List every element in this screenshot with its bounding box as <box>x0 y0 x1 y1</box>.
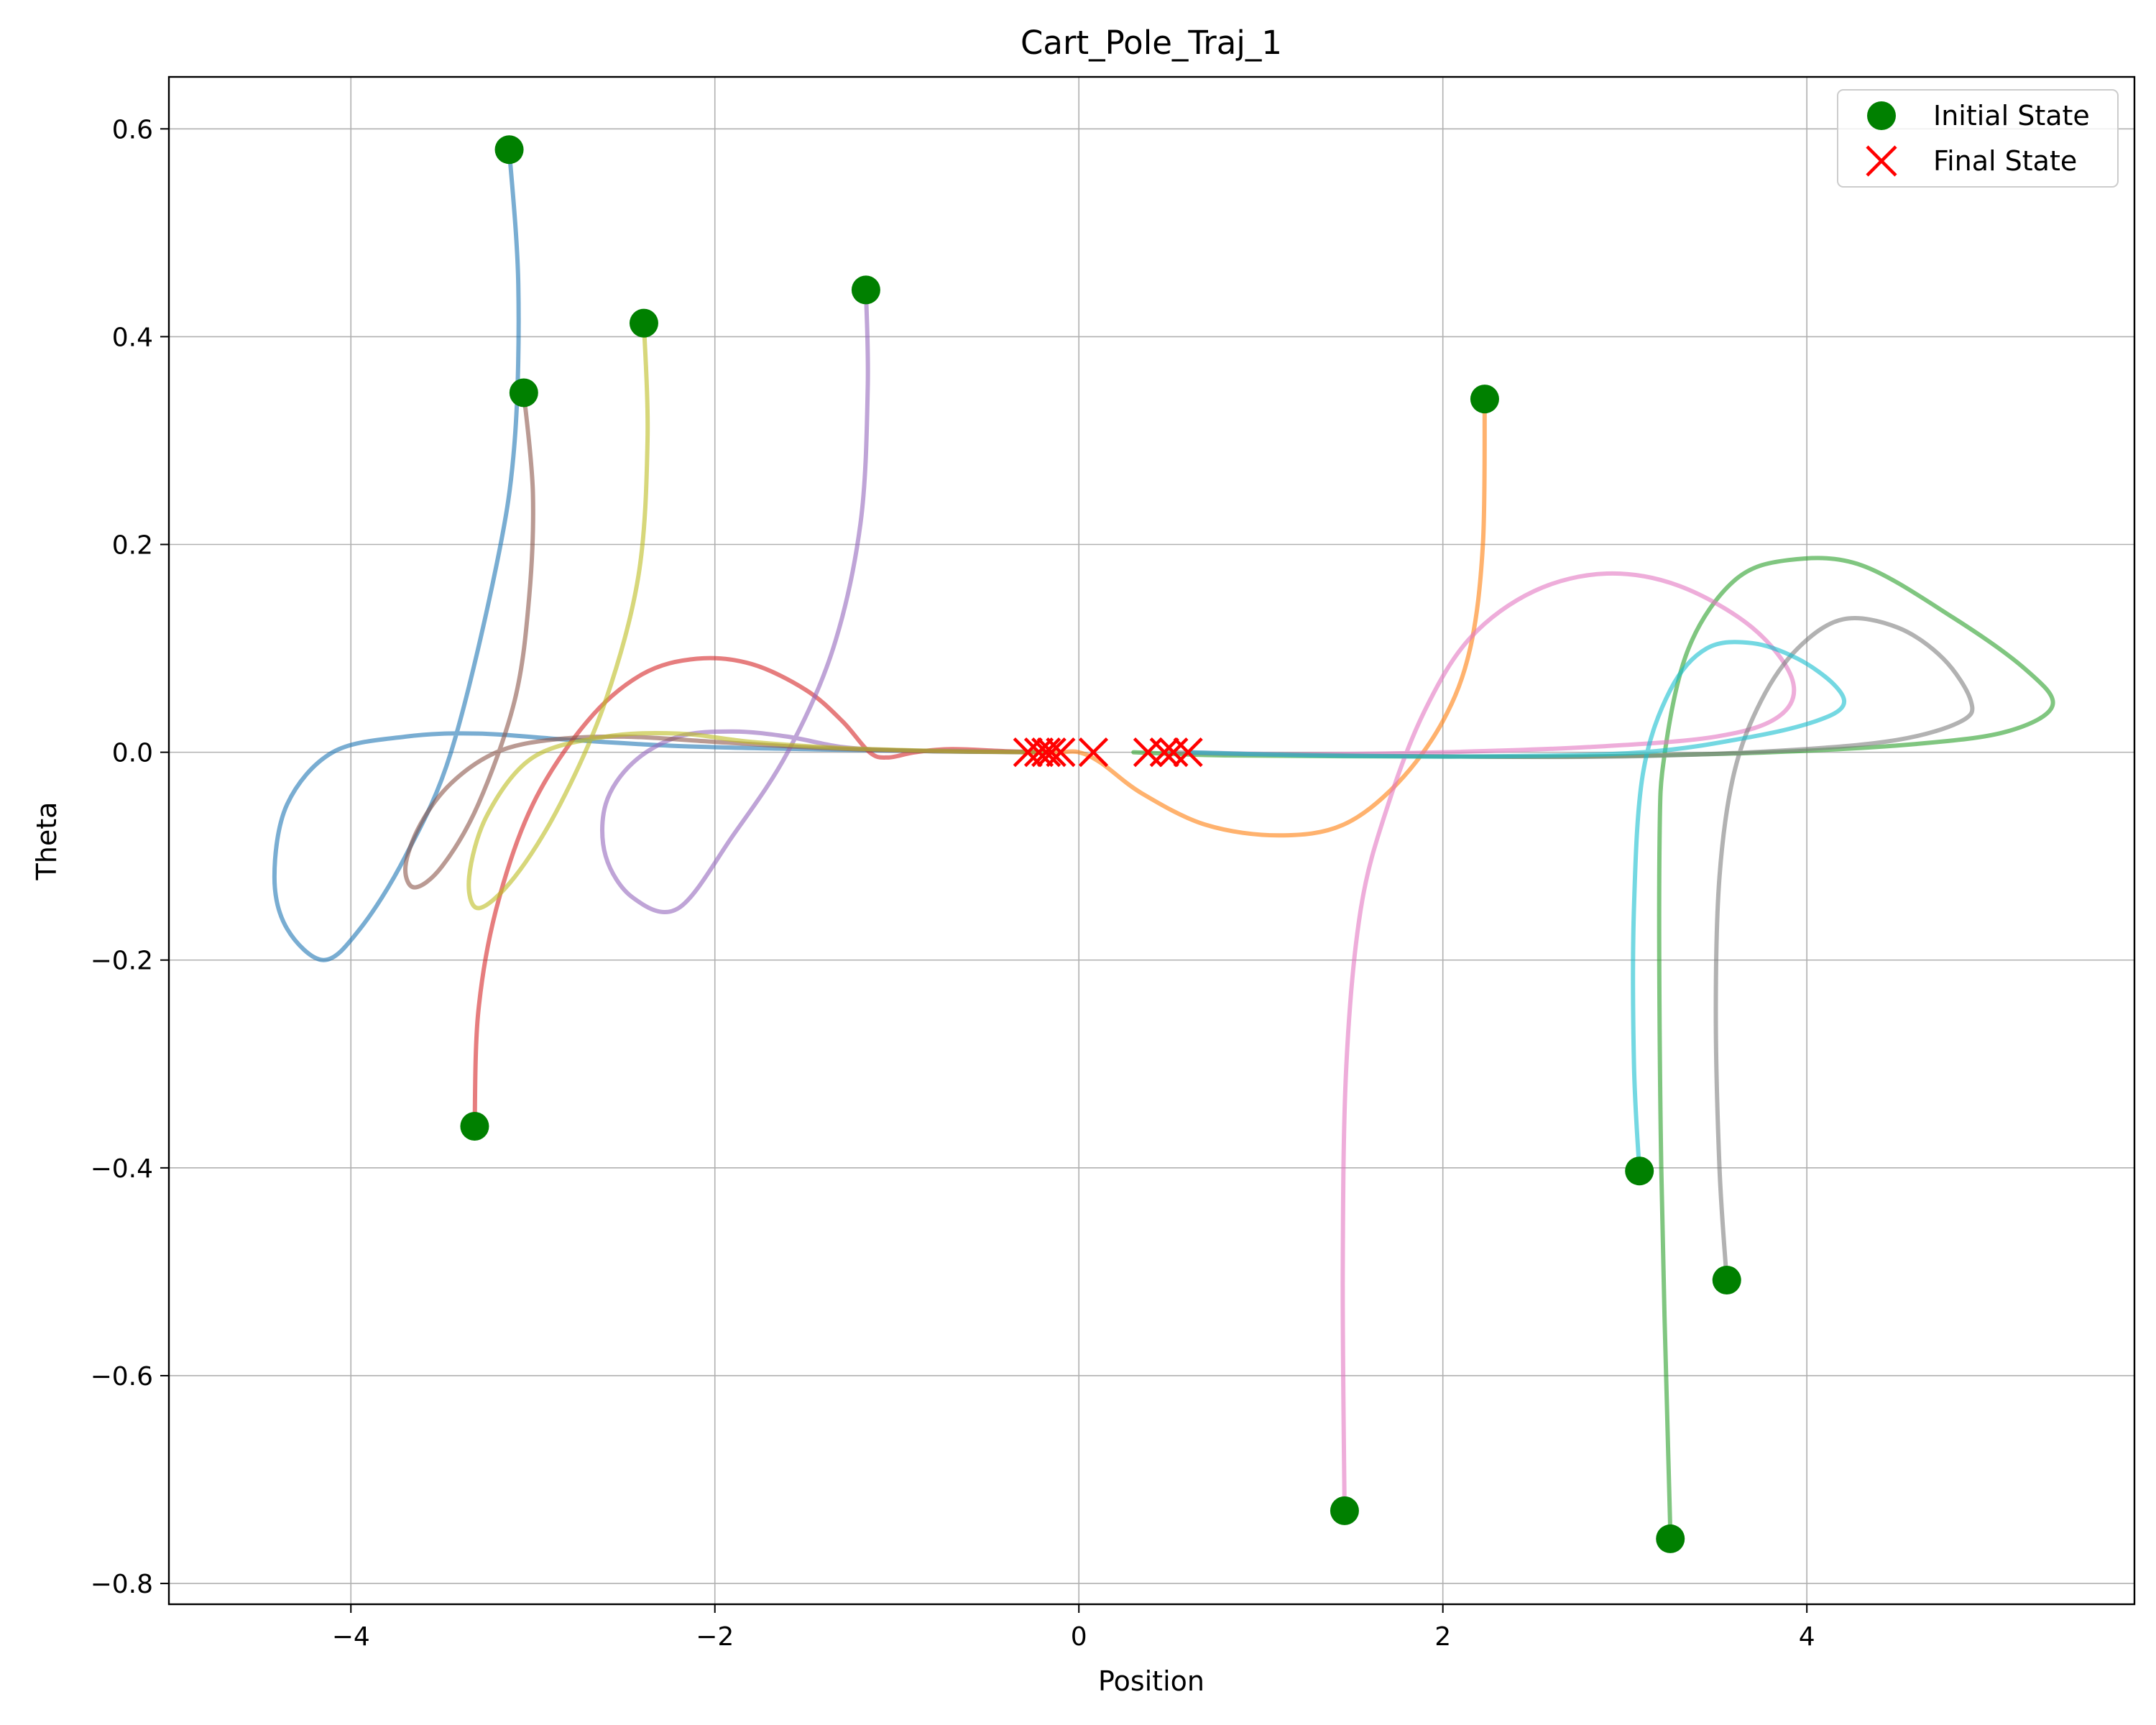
y-tick-label: −0.6 <box>91 1362 153 1392</box>
trajectory-line-10 <box>1186 640 1847 1174</box>
trajectory-line-7 <box>1186 571 1797 1513</box>
x-tick-label: −2 <box>696 1622 734 1652</box>
initial-state-point <box>629 308 658 338</box>
y-axis-label: Theta <box>31 802 63 881</box>
y-tick-label: 0.4 <box>112 323 153 352</box>
final-state-point <box>1173 737 1203 768</box>
final-state-point <box>1078 737 1109 768</box>
axis-ticks: −4 −2 0 2 4 −0.8 −0.6 −0.4 −0.2 0.0 0.2 0.4 0.6 <box>91 115 1815 1652</box>
trajectory-line-1 <box>272 147 1045 962</box>
initial-state-point <box>1656 1524 1685 1553</box>
trajectory-lines <box>272 147 2055 1534</box>
y-tick-label: 0.2 <box>112 531 153 561</box>
x-tick-label: 4 <box>1799 1622 1815 1652</box>
y-tick-label: −0.8 <box>91 1570 153 1599</box>
trajectory-line-2 <box>1040 397 1487 838</box>
initial-state-point <box>494 135 524 165</box>
legend-final-label: Final State <box>1933 145 2077 177</box>
initial-state-point <box>1625 1156 1654 1186</box>
legend: Initial State Final State <box>1837 89 2119 188</box>
legend-final-marker <box>1866 145 1897 177</box>
initial-state-point <box>1470 385 1499 414</box>
x-tick-label: −4 <box>332 1622 370 1652</box>
initial-state-point <box>1712 1265 1741 1294</box>
plot-frame <box>167 75 2136 1606</box>
initial-state-point <box>460 1112 489 1141</box>
final-state-point <box>1046 737 1076 768</box>
final-state-point <box>1031 737 1061 768</box>
final-state-point <box>1023 737 1054 768</box>
x-axis-label: Position <box>1098 1665 1204 1697</box>
final-state-point <box>1149 737 1179 768</box>
x-tick-label: 2 <box>1434 1622 1451 1652</box>
x-tick-label: 0 <box>1071 1622 1087 1652</box>
state-markers <box>460 135 1741 1553</box>
final-state-point <box>1036 737 1067 768</box>
legend-box <box>1837 89 2119 188</box>
initial-state-point <box>1330 1496 1359 1525</box>
y-tick-label: −0.4 <box>91 1154 153 1184</box>
y-tick-label: 0.6 <box>112 115 153 144</box>
y-tick-label: −0.2 <box>91 947 153 976</box>
initial-state-point <box>509 378 538 408</box>
trajectory-line-9 <box>466 321 1045 911</box>
y-tick-label: 0.0 <box>112 739 153 768</box>
legend-initial-marker <box>1867 101 1896 130</box>
final-state-point <box>1158 737 1189 768</box>
chart-title: Cart_Pole_Traj_1 <box>1021 24 1282 62</box>
legend-initial-label: Initial State <box>1933 100 2090 132</box>
initial-state-point <box>851 275 880 305</box>
